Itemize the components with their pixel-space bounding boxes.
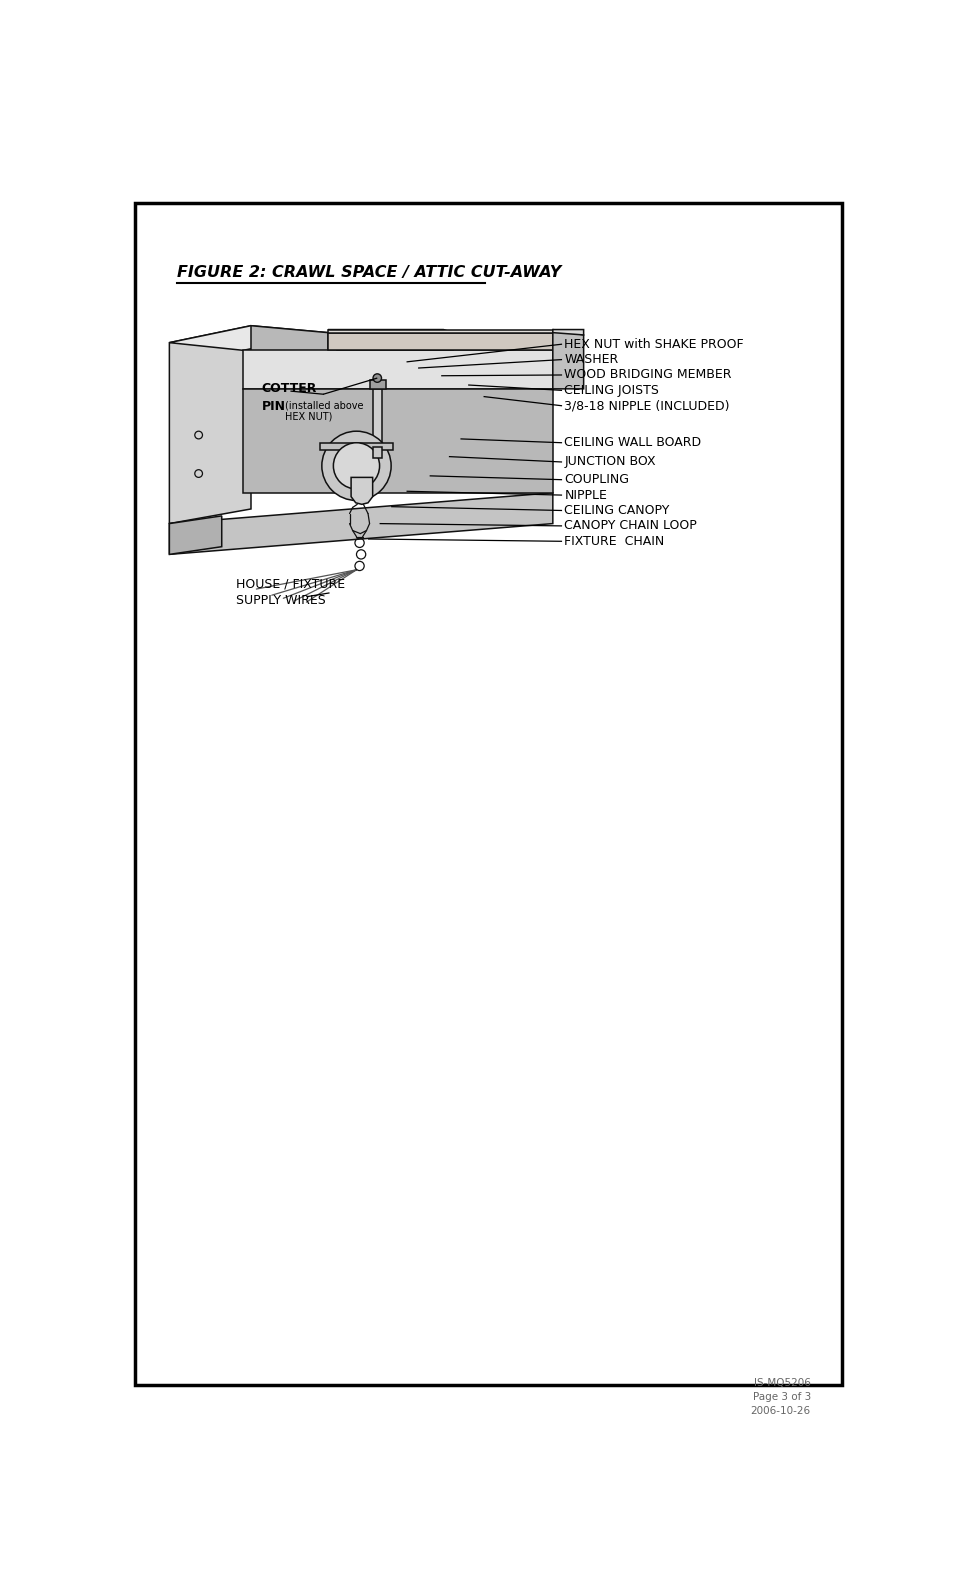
Polygon shape	[336, 333, 453, 351]
Text: CEILING CANOPY: CEILING CANOPY	[564, 505, 669, 517]
Text: JUNCTION BOX: JUNCTION BOX	[564, 456, 656, 468]
Text: HEX NUT with SHAKE PROOF: HEX NUT with SHAKE PROOF	[564, 338, 743, 351]
Polygon shape	[328, 333, 552, 351]
Polygon shape	[170, 516, 221, 555]
Text: CANOPY CHAIN LOOP: CANOPY CHAIN LOOP	[564, 519, 697, 533]
Polygon shape	[328, 330, 552, 333]
Text: FIGURE 2: CRAWL SPACE / ATTIC CUT-AWAY: FIGURE 2: CRAWL SPACE / ATTIC CUT-AWAY	[177, 264, 561, 280]
Text: WOOD BRIDGING MEMBER: WOOD BRIDGING MEMBER	[564, 368, 731, 382]
Polygon shape	[243, 351, 552, 388]
Polygon shape	[251, 325, 328, 415]
Text: (installed above
HEX NUT): (installed above HEX NUT)	[285, 401, 363, 421]
Circle shape	[373, 374, 381, 382]
Polygon shape	[243, 388, 552, 492]
Text: PIN: PIN	[261, 401, 286, 413]
Text: NIPPLE: NIPPLE	[564, 489, 607, 501]
Polygon shape	[369, 379, 385, 388]
Polygon shape	[373, 446, 381, 457]
Text: COUPLING: COUPLING	[564, 473, 629, 486]
Circle shape	[333, 443, 379, 489]
Polygon shape	[170, 325, 251, 523]
Polygon shape	[170, 492, 552, 555]
Text: HOUSE / FIXTURE
SUPPLY WIRES: HOUSE / FIXTURE SUPPLY WIRES	[235, 577, 344, 607]
Text: WASHER: WASHER	[564, 354, 618, 366]
Polygon shape	[552, 330, 583, 335]
Polygon shape	[328, 330, 453, 333]
Text: 3/8-18 NIPPLE (INCLUDED): 3/8-18 NIPPLE (INCLUDED)	[564, 399, 729, 412]
Text: IS-MQ5206
Page 3 of 3
2006-10-26: IS-MQ5206 Page 3 of 3 2006-10-26	[750, 1379, 810, 1416]
Polygon shape	[320, 443, 393, 451]
Polygon shape	[170, 325, 328, 351]
Text: CEILING JOISTS: CEILING JOISTS	[564, 384, 659, 396]
Circle shape	[321, 431, 391, 500]
Text: FIXTURE  CHAIN: FIXTURE CHAIN	[564, 534, 664, 547]
Polygon shape	[351, 478, 373, 505]
Polygon shape	[373, 388, 381, 446]
Text: CEILING WALL BOARD: CEILING WALL BOARD	[564, 437, 700, 450]
Polygon shape	[552, 330, 583, 388]
Text: COTTER: COTTER	[261, 382, 316, 395]
